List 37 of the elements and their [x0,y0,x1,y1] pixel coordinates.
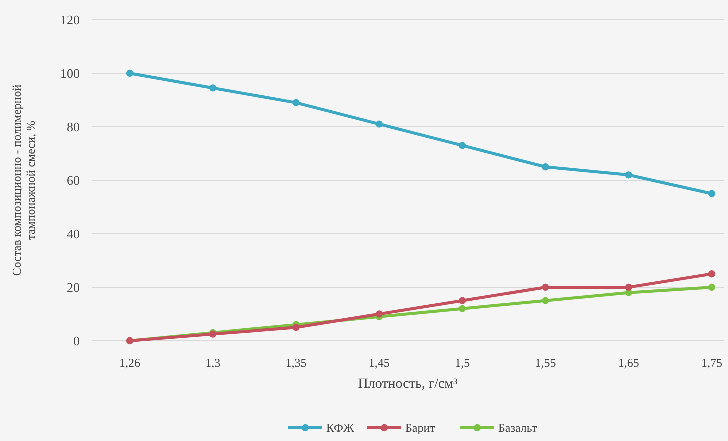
point [625,172,632,179]
x-tick-label: 1,3 [206,356,221,370]
point [459,305,466,312]
y-tick-label: 60 [67,173,80,188]
y-tick-label: 80 [67,120,80,135]
y-tick-label: 20 [67,280,80,296]
point [376,310,383,318]
point [708,270,716,278]
point [376,120,383,128]
point [126,70,134,78]
y-axis-title: Состав композиционно - полимерной тампонажной смеси, % [10,84,38,276]
point [708,284,716,292]
legend-label: Базальт [498,421,538,436]
y-tick-label: 100 [60,66,80,82]
x-tick-label: 1,45 [368,356,390,370]
x-axis-title: Плотность, г/см³ [358,377,458,392]
y-tick-label: 40 [67,226,80,242]
point [210,84,217,92]
x-tick-label: 1,5 [455,356,470,370]
x-tick-label: 1,75 [702,356,722,370]
legend-label: Барит [406,421,436,436]
point [708,190,716,198]
y-tick-label: 0 [74,334,80,349]
x-tick-label: 1,55 [535,356,556,370]
point [292,324,300,332]
point [542,297,550,304]
point [625,284,632,292]
point [542,284,550,292]
y-tick-label: 120 [60,12,80,28]
x-tick-label: 1,65 [618,356,640,370]
point [542,164,550,171]
point [459,142,466,150]
point [459,297,466,304]
legend-label: КФЖ [326,421,354,436]
point [292,99,300,106]
x-tick-label: 1,35 [286,356,307,370]
x-tick-label: 1,26 [120,356,140,370]
